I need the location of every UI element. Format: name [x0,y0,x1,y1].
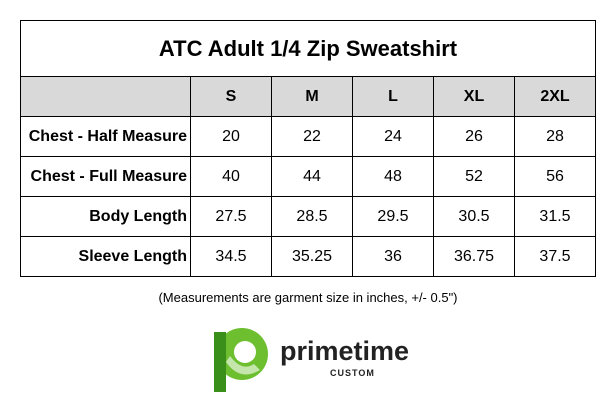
measure-cell: 44 [271,156,353,197]
logo: primetime CUSTOM [214,328,409,392]
measure-cell: 24 [352,116,434,157]
column-header: M [271,76,353,117]
column-header: S [190,76,272,117]
row-label: Chest - Half Measure [20,116,191,157]
measure-cell: 28 [514,116,596,157]
measure-cell: 36.75 [433,236,515,277]
size-table: ATC Adult 1/4 Zip Sweatshirt S M L XL 2XL Ch… [20,20,596,277]
measure-cell: 37.5 [514,236,596,277]
measure-cell: 30.5 [433,196,515,237]
measure-cell: 40 [190,156,272,197]
measure-cell: 52 [433,156,515,197]
measure-cell: 56 [514,156,596,197]
row-label: Sleeve Length [20,236,191,277]
measure-cell: 48 [352,156,434,197]
table-title: ATC Adult 1/4 Zip Sweatshirt [20,20,596,77]
table-row: Body Length 27.5 28.5 29.5 30.5 31.5 [20,196,596,237]
logo-hole [234,341,256,363]
column-header: XL [433,76,515,117]
measure-cell: 29.5 [352,196,434,237]
footnote: (Measurements are garment size in inches… [158,290,458,305]
table-row: Chest - Full Measure 40 44 48 52 56 [20,156,596,197]
corner-cell [20,76,191,117]
table-row: Chest - Half Measure 20 22 24 26 28 [20,116,596,157]
measure-cell: 35.25 [271,236,353,277]
measure-cell: 28.5 [271,196,353,237]
measure-cell: 22 [271,116,353,157]
row-label: Body Length [20,196,191,237]
table-row: Sleeve Length 34.5 35.25 36 36.75 37.5 [20,236,596,277]
row-label: Chest - Full Measure [20,156,191,197]
measure-cell: 36 [352,236,434,277]
header-row: S M L XL 2XL [20,76,596,117]
logo-swoosh [226,356,260,375]
column-header: 2XL [514,76,596,117]
column-header: L [352,76,434,117]
logo-name: primetime [280,336,409,366]
logo-tagline: CUSTOM [330,368,375,378]
measure-cell: 31.5 [514,196,596,237]
measure-cell: 20 [190,116,272,157]
measure-cell: 27.5 [190,196,272,237]
measure-cell: 34.5 [190,236,272,277]
logo-stem [214,332,226,392]
measure-cell: 26 [433,116,515,157]
